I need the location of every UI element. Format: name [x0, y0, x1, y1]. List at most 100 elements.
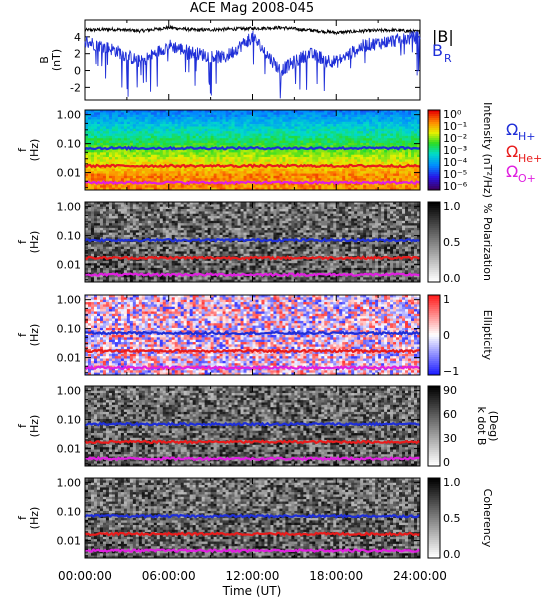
heatmap-cell	[88, 209, 91, 212]
heatmap-cell	[339, 159, 342, 162]
heatmap-cell	[97, 176, 100, 179]
heatmap-cell	[133, 268, 136, 271]
heatmap-cell	[369, 124, 372, 127]
heatmap-cell	[172, 223, 175, 226]
heatmap-cell	[172, 277, 175, 280]
heatmap-cell	[258, 122, 261, 125]
heatmap-cell	[253, 138, 256, 141]
heatmap-cell	[130, 216, 133, 219]
heatmap-cell	[121, 211, 124, 214]
heatmap-cell	[351, 159, 354, 162]
heatmap-cell	[411, 141, 414, 144]
heatmap-cell	[223, 155, 226, 158]
heatmap-cell	[88, 261, 91, 264]
heatmap-cell	[297, 138, 300, 141]
heatmap-cell	[175, 277, 178, 280]
heatmap-cell	[142, 124, 145, 127]
heatmap-cell	[91, 174, 94, 177]
heatmap-cell	[127, 233, 130, 236]
heatmap-cell	[399, 157, 402, 160]
heatmap-cell	[190, 155, 193, 158]
heatmap-cell	[94, 155, 97, 158]
heatmap-cell	[100, 214, 103, 217]
heatmap-cell	[160, 152, 163, 155]
heatmap-cell	[94, 218, 97, 221]
heatmap-cell	[315, 171, 318, 174]
heatmap-cell	[381, 176, 384, 179]
heatmap-cell	[345, 119, 348, 122]
heatmap-cell	[390, 117, 393, 120]
heatmap-cell	[169, 247, 172, 250]
heatmap-cell	[103, 230, 106, 233]
heatmap-cell	[324, 115, 327, 118]
heatmap-cell	[106, 152, 109, 155]
heatmap-cell	[255, 155, 258, 158]
heatmap-cell	[226, 162, 229, 165]
heatmap-cell	[163, 209, 166, 212]
heatmap-cell	[360, 159, 363, 162]
heatmap-cell	[393, 115, 396, 118]
heatmap-cell	[357, 126, 360, 129]
heatmap-cell	[255, 119, 258, 122]
heatmap-cell	[205, 115, 208, 118]
heatmap-cell	[91, 230, 94, 233]
heatmap-cell	[223, 112, 226, 115]
heatmap-cell	[238, 150, 241, 153]
heatmap-cell	[294, 178, 297, 181]
heatmap-cell	[163, 112, 166, 115]
heatmap-cell	[127, 122, 130, 125]
heatmap-cell	[172, 115, 175, 118]
heatmap-cell	[300, 134, 303, 137]
heatmap-cell	[357, 136, 360, 139]
heatmap-cell	[253, 157, 256, 160]
heatmap-cell	[133, 263, 136, 266]
heatmap-cell	[360, 115, 363, 118]
heatmap-cell	[351, 136, 354, 139]
heatmap-cell	[226, 171, 229, 174]
heatmap-cell	[321, 124, 324, 127]
heatmap-cell	[372, 155, 375, 158]
heatmap-cell	[312, 126, 315, 129]
heatmap-cell	[91, 138, 94, 141]
heatmap-cell	[103, 266, 106, 269]
heatmap-cell	[145, 221, 148, 224]
heatmap-cell	[360, 157, 363, 160]
heatmap-cell	[109, 277, 112, 280]
heatmap-cell	[124, 268, 127, 271]
heatmap-cell	[414, 119, 417, 122]
heatmap-cell	[148, 230, 151, 233]
heatmap-cell	[255, 131, 258, 134]
heatmap-cell	[148, 216, 151, 219]
heatmap-cell	[148, 162, 151, 165]
heatmap-cell	[154, 261, 157, 264]
heatmap-cell	[270, 129, 273, 132]
heatmap-cell	[115, 112, 118, 115]
heatmap-cell	[196, 124, 199, 127]
heatmap-cell	[181, 112, 184, 115]
heatmap-cell	[306, 134, 309, 137]
heatmap-cell	[339, 171, 342, 174]
heatmap-cell	[118, 230, 121, 233]
heatmap-cell	[100, 176, 103, 179]
heatmap-cell	[348, 171, 351, 174]
heatmap-cell	[163, 124, 166, 127]
heatmap-cell	[303, 162, 306, 165]
heatmap-cell	[127, 214, 130, 217]
heatmap-cell	[384, 138, 387, 141]
heatmap-cell	[109, 115, 112, 118]
heatmap-cell	[258, 150, 261, 153]
heatmap-cell	[148, 174, 151, 177]
heatmap-cell	[333, 141, 336, 144]
heatmap-cell	[387, 126, 390, 129]
heatmap-cell	[318, 178, 321, 181]
heatmap-cell	[106, 150, 109, 153]
heatmap-cell	[285, 141, 288, 144]
heatmap-cell	[399, 129, 402, 132]
heatmap-cell	[294, 152, 297, 155]
heatmap-cell	[318, 136, 321, 139]
heatmap-cell	[235, 155, 238, 158]
heatmap-cell	[223, 178, 226, 181]
heatmap-cell	[324, 185, 327, 188]
heatmap-cell	[145, 126, 148, 129]
heatmap-cell	[103, 268, 106, 271]
